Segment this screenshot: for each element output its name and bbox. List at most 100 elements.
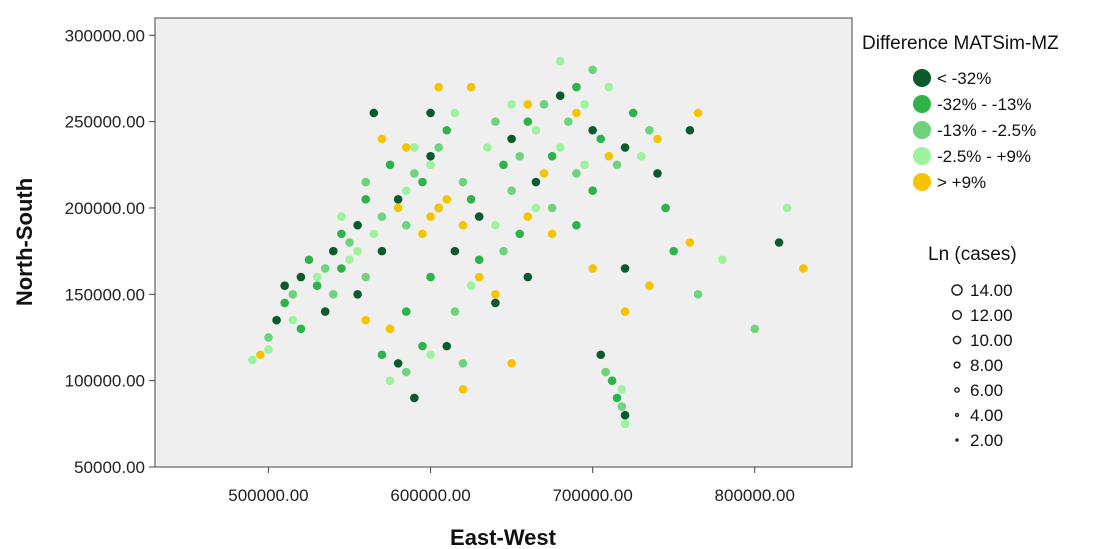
- y-tick-label: 250000.00: [65, 113, 145, 132]
- size-legend: 14.00 12.00 10.00 8.00 6.00 4.00 2.00: [951, 281, 1013, 450]
- data-point: [604, 151, 614, 161]
- data-point: [572, 82, 581, 92]
- data-point: [418, 177, 427, 187]
- data-point: [353, 246, 362, 256]
- data-point: [361, 195, 371, 204]
- data-point: [774, 238, 784, 247]
- x-tick-label: 700000.00: [552, 486, 632, 505]
- data-point: [539, 169, 549, 178]
- y-tick-label: 300000.00: [65, 26, 145, 45]
- data-point: [410, 393, 419, 403]
- data-point: [466, 195, 476, 204]
- data-point: [669, 246, 678, 256]
- color-legend-title: Difference MATSim-MZ: [862, 33, 1059, 54]
- x-tick-label: 600000.00: [390, 486, 470, 505]
- data-point: [434, 82, 443, 92]
- data-point: [272, 315, 281, 325]
- data-point: [645, 281, 654, 290]
- data-point: [377, 134, 387, 144]
- data-point: [426, 272, 435, 282]
- data-point: [426, 350, 435, 360]
- data-point: [572, 220, 581, 230]
- data-point: [547, 203, 557, 213]
- data-point: [523, 100, 533, 109]
- data-point: [515, 151, 525, 161]
- data-point: [617, 402, 627, 411]
- data-point: [450, 307, 460, 316]
- data-point: [799, 264, 808, 273]
- data-point: [617, 384, 627, 394]
- data-point: [580, 160, 589, 170]
- data-point: [523, 212, 533, 221]
- y-tick-label: 150000.00: [65, 285, 145, 304]
- size-legend-label: 12.00: [970, 306, 1013, 325]
- color-legend-swatch: [913, 173, 931, 191]
- y-tick-label: 50000.00: [74, 458, 145, 477]
- data-point: [393, 359, 403, 368]
- data-point: [337, 229, 346, 239]
- data-point: [401, 367, 411, 377]
- data-point: [620, 264, 630, 273]
- data-point: [685, 238, 695, 247]
- data-point: [474, 212, 484, 221]
- data-point: [361, 272, 371, 282]
- data-point: [474, 272, 484, 282]
- data-point: [458, 384, 468, 394]
- data-point: [588, 186, 597, 195]
- data-point: [393, 203, 403, 213]
- color-legend-label: > +9%: [937, 173, 986, 192]
- data-point: [401, 307, 411, 316]
- color-legend-swatch: [913, 147, 931, 165]
- data-point: [385, 324, 395, 334]
- data-point: [442, 341, 452, 351]
- data-point: [507, 100, 516, 109]
- data-point: [466, 281, 476, 290]
- data-point: [377, 212, 387, 221]
- data-point: [458, 177, 468, 187]
- data-point: [280, 298, 289, 308]
- data-point: [499, 160, 508, 170]
- data-point: [523, 117, 533, 126]
- data-point: [401, 220, 411, 230]
- data-point: [596, 134, 606, 144]
- color-legend-label: -2.5% - +9%: [937, 147, 1031, 166]
- data-point: [547, 151, 557, 161]
- data-point: [782, 203, 792, 213]
- data-point: [256, 350, 265, 360]
- data-point: [312, 281, 322, 290]
- data-point: [450, 108, 460, 118]
- y-tick-label: 200000.00: [65, 199, 145, 218]
- data-point: [450, 246, 460, 256]
- data-point: [296, 272, 306, 282]
- data-point: [410, 143, 419, 152]
- data-point: [288, 315, 298, 325]
- data-point: [531, 125, 541, 135]
- data-point: [491, 290, 500, 299]
- data-point: [620, 143, 630, 152]
- data-point: [442, 195, 452, 204]
- data-point: [345, 255, 354, 265]
- size-legend-label: 2.00: [970, 431, 1003, 450]
- data-point: [401, 186, 411, 195]
- color-legend-swatch: [913, 95, 931, 113]
- data-point: [377, 246, 387, 256]
- size-legend-label: 6.00: [970, 381, 1003, 400]
- data-point: [264, 333, 273, 342]
- data-point: [329, 290, 338, 299]
- data-point: [620, 410, 630, 420]
- data-point: [620, 307, 630, 316]
- size-legend-label: 14.00: [970, 281, 1013, 300]
- data-point: [474, 255, 484, 265]
- x-axis: 500000.00 600000.00 700000.00 800000.00: [228, 467, 795, 505]
- size-legend-marker: [954, 412, 960, 418]
- size-legend-marker: [952, 335, 962, 345]
- color-legend-label: -32% - -13%: [937, 95, 1031, 114]
- data-point: [612, 160, 622, 170]
- data-point: [312, 272, 322, 282]
- data-point: [434, 143, 443, 152]
- data-point: [601, 367, 610, 377]
- x-axis-title: East-West: [450, 525, 557, 549]
- data-point: [555, 143, 565, 152]
- data-point: [499, 246, 508, 256]
